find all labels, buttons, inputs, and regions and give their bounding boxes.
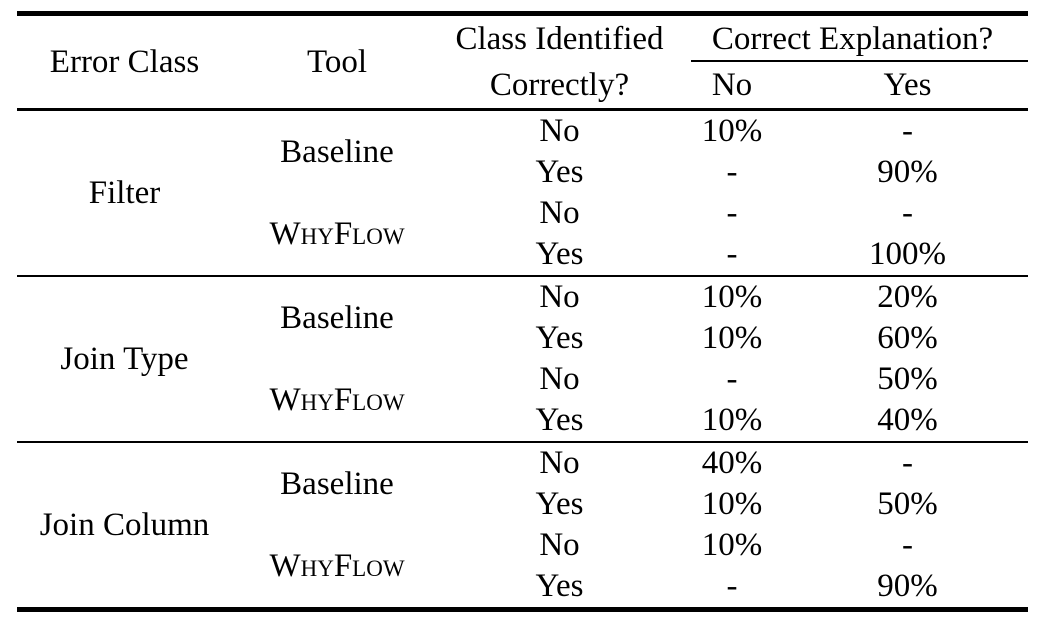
- section-join-column: Join Column Baseline No 40% - Yes 10% 50…: [17, 443, 1028, 607]
- header-correct-explanation: Correct Explanation?: [677, 16, 1028, 62]
- identified-cell: No: [539, 445, 580, 481]
- value-yes-cell: 90%: [877, 568, 938, 604]
- tool-cell: WhyFlow: [269, 215, 405, 252]
- value-no-cell: -: [726, 236, 738, 272]
- section-divider-rule: [17, 275, 1028, 277]
- value-no-cell: -: [726, 568, 738, 604]
- header-sub-yes: Yes: [883, 66, 932, 103]
- value-no-cell: 10%: [701, 279, 763, 315]
- results-table: Error Class Tool Class Identified Correc…: [17, 11, 1028, 612]
- table-top-rule: [17, 11, 1028, 16]
- header-class-identified-line2: Correctly?: [489, 66, 630, 103]
- error-class-cell: Join Type: [60, 340, 189, 377]
- identified-cell: Yes: [535, 236, 584, 272]
- identified-cell: Yes: [535, 568, 584, 604]
- header-class-identified-line1: Class Identified: [455, 20, 664, 57]
- value-yes-cell: -: [902, 195, 913, 231]
- identified-cell: Yes: [535, 320, 584, 356]
- section-filter: Filter Baseline No 10% - Yes - 90% WhyFl…: [17, 111, 1028, 275]
- value-no-cell: -: [726, 195, 738, 231]
- tool-cell: Baseline: [280, 133, 394, 170]
- value-no-cell: 10%: [701, 527, 763, 563]
- tool-cell: WhyFlow: [269, 381, 405, 418]
- identified-cell: No: [539, 279, 580, 315]
- identified-cell: Yes: [535, 154, 584, 190]
- header-sub-no: No: [711, 66, 753, 103]
- identified-cell: Yes: [535, 486, 584, 522]
- value-no-cell: 10%: [701, 113, 763, 149]
- tool-cell: Baseline: [280, 299, 394, 336]
- value-no-cell: 10%: [701, 486, 763, 522]
- value-yes-cell: 90%: [877, 154, 938, 190]
- value-yes-cell: -: [902, 113, 913, 149]
- tool-cell: Baseline: [280, 465, 394, 502]
- tool-cell: WhyFlow: [269, 547, 405, 584]
- spanner-cmidrule: [691, 60, 1028, 62]
- value-yes-cell: 40%: [877, 402, 938, 438]
- value-yes-cell: 50%: [877, 486, 938, 522]
- value-yes-cell: 50%: [877, 361, 938, 397]
- identified-cell: No: [539, 113, 580, 149]
- identified-cell: No: [539, 195, 580, 231]
- value-no-cell: -: [726, 154, 738, 190]
- table-bottom-rule: [17, 607, 1028, 612]
- identified-cell: Yes: [535, 402, 584, 438]
- section-divider-rule: [17, 441, 1028, 443]
- value-yes-cell: -: [902, 527, 913, 563]
- header-bottom-rule: [17, 108, 1028, 111]
- identified-cell: No: [539, 527, 580, 563]
- value-no-cell: -: [726, 361, 738, 397]
- header-correct-explanation-label: Correct Explanation?: [711, 20, 994, 57]
- table-header: Error Class Tool Class Identified Correc…: [17, 16, 1028, 108]
- error-class-cell: Join Column: [39, 506, 210, 543]
- header-tool: Tool: [306, 43, 368, 80]
- value-yes-cell: -: [902, 445, 913, 481]
- value-no-cell: 10%: [701, 402, 763, 438]
- header-error-class: Error Class: [49, 43, 200, 80]
- value-yes-cell: 60%: [877, 320, 938, 356]
- value-no-cell: 10%: [701, 320, 763, 356]
- error-class-cell: Filter: [88, 174, 161, 211]
- identified-cell: No: [539, 361, 580, 397]
- section-join-type: Join Type Baseline No 10% 20% Yes 10% 60…: [17, 277, 1028, 441]
- value-yes-cell: 20%: [877, 279, 938, 315]
- value-no-cell: 40%: [701, 445, 763, 481]
- value-yes-cell: 100%: [869, 236, 946, 272]
